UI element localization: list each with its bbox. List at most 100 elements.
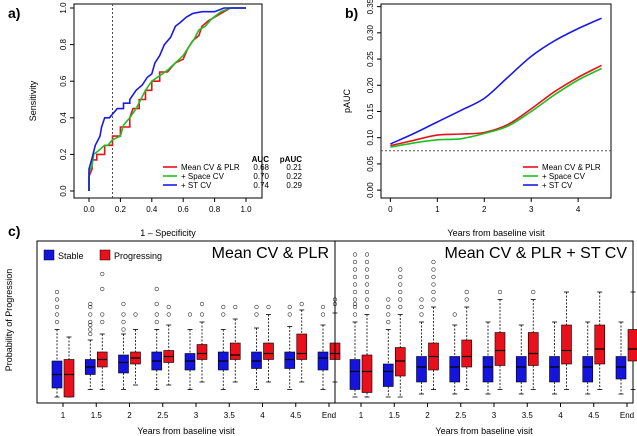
panel-c-outlier — [287, 312, 292, 317]
panel-c-outlier — [452, 312, 457, 317]
panel-a-xtick-label: 0.2 — [115, 205, 127, 214]
panel-c-box-progressing — [394, 347, 406, 377]
panel-c-outlier — [266, 304, 271, 310]
panel-c-outlier — [88, 331, 93, 337]
panel-b-pauc-line-1 — [390, 64, 602, 147]
panel-b-pauc-line-3 — [390, 17, 602, 145]
panel-c-outlier — [352, 304, 358, 310]
panel-c-group-label: 2 — [425, 411, 430, 420]
panel-a-ytick-label: 0.0 — [59, 185, 68, 197]
panel-c-box-stable — [284, 351, 296, 369]
panel-c-outlier — [398, 282, 403, 287]
panel-c-outlier — [221, 304, 226, 310]
panel-c-outlier — [364, 259, 370, 265]
panel-c-ylabel: Probability of Progression — [4, 269, 14, 372]
panel-c-outlier — [497, 289, 503, 295]
panel-a-legend-pauc-1: 0.21 — [286, 163, 302, 172]
panel-c-legend-swatch-1 — [43, 249, 55, 261]
panel-c-outlier — [352, 252, 358, 257]
panel-a-label: a) — [8, 5, 20, 21]
panel-c-outlier — [320, 312, 326, 317]
panel-a-roc-line-2 — [88, 7, 246, 191]
panel-c-outlier — [431, 289, 436, 295]
panel-c-outlier — [386, 304, 391, 310]
panel-c-group-label: 3.5 — [224, 411, 236, 420]
panel-c-outlier — [88, 327, 93, 332]
panel-c-outlier — [199, 301, 205, 307]
panel-c-outlier — [431, 259, 436, 265]
panel-c-box-stable — [482, 356, 494, 383]
panel-c-group-label: 4.5 — [588, 411, 600, 420]
panel-c-box-stable — [416, 356, 427, 383]
panel-b-ytick-label: 0.25 — [366, 51, 375, 67]
panel-c-outlier — [187, 312, 193, 317]
panel-c-box-stable — [382, 363, 394, 387]
panel-c-outlier — [364, 297, 370, 302]
panel-b-ytick-label: 0.30 — [366, 25, 375, 41]
panel-c-group-label: 2 — [127, 411, 132, 420]
panel-c-outlier — [121, 319, 126, 325]
panel-c-outlier — [419, 297, 424, 302]
panel-c-outlier — [221, 312, 226, 317]
panel-c-legend-swatch-2 — [99, 249, 111, 261]
panel-c-box-stable — [515, 356, 527, 383]
panel-b-ytick-label: 0.15 — [366, 103, 375, 119]
panel-c-outlier — [121, 301, 126, 307]
panel-c-box-progressing — [494, 332, 506, 366]
panel-c-group-label: 2.5 — [455, 411, 467, 420]
panel-b-ytick-label: 0.35 — [366, 0, 375, 14]
panel-c-box-progressing — [527, 332, 539, 366]
panel-c-outlier — [431, 282, 436, 287]
panel-a-legend-name-2: + Space CV — [181, 172, 225, 181]
panel-c-outlier — [419, 304, 424, 310]
panel-c-frame-1 — [36, 240, 336, 404]
panel-c-outlier — [154, 312, 159, 317]
panel-b-legend-name-1: Mean CV & PLR — [542, 163, 601, 172]
panel-a-xtick-label: 0.0 — [83, 205, 95, 214]
panel-c-outlier — [233, 304, 238, 310]
panel-c-outlier — [386, 297, 391, 302]
panel-c-subplot-title-2: Mean CV & PLR + ST CV — [445, 245, 628, 262]
panel-c-outlier — [88, 319, 93, 325]
panel-c-outlier — [154, 301, 159, 307]
panel-c-box-stable — [317, 351, 329, 371]
panel-c-subplot-title-1: Mean CV & PLR — [212, 245, 329, 262]
panel-c-outlier — [254, 304, 259, 310]
panel-c-outlier — [364, 282, 370, 287]
panel-c-group-label: 1 — [359, 411, 364, 420]
panel-c-box-stable — [118, 354, 129, 374]
panel-c-outlier — [54, 289, 60, 295]
panel-a-legend-pauc-3: 0.29 — [286, 181, 302, 190]
panel-b-xtick-label: 3 — [529, 205, 534, 214]
panel-b-ytick-label: 0.10 — [366, 129, 375, 145]
panel-c-group-label: 3 — [194, 411, 199, 420]
panel-a-legend-auc-3: 0.74 — [253, 181, 269, 190]
panel-c-box-progressing — [229, 342, 241, 360]
panel-a-legend-auc-2: 0.70 — [253, 172, 269, 181]
panel-b-xtick-label: 1 — [435, 205, 440, 214]
panel-c-outlier — [398, 297, 403, 302]
panel-c-outlier — [364, 274, 370, 280]
panel-a-ytick-label: 0.6 — [59, 75, 68, 87]
panel-c-box-progressing — [561, 324, 572, 365]
panel-c-outlier — [352, 289, 358, 295]
panel-a-roc-line-3 — [88, 7, 246, 191]
panel-b-pauc-line-2 — [390, 67, 602, 148]
panel-c-box-progressing — [263, 342, 274, 360]
panel-c-group-label: 3 — [492, 411, 497, 420]
panel-c-group-label: End — [620, 411, 634, 420]
panel-c-xlabel-2: Years from baseline visit — [435, 426, 533, 436]
panel-b-label: b) — [345, 5, 358, 21]
panel-c-outlier — [166, 304, 171, 310]
panel-c-outlier — [352, 312, 358, 317]
panel-c-outlier — [88, 322, 93, 328]
panel-c-outlier — [121, 312, 126, 317]
panel-c-legend-name-1: Stable — [58, 251, 84, 261]
panel-c-box-progressing — [627, 329, 637, 362]
panel-c-outlier — [199, 312, 205, 317]
panel-a-xtick-label: 0.8 — [209, 205, 221, 214]
panel-c-legend-name-2: Progressing — [114, 251, 162, 261]
panel-b-legend-name-2: + Space CV — [542, 172, 586, 181]
panel-c-outlier — [54, 297, 60, 302]
